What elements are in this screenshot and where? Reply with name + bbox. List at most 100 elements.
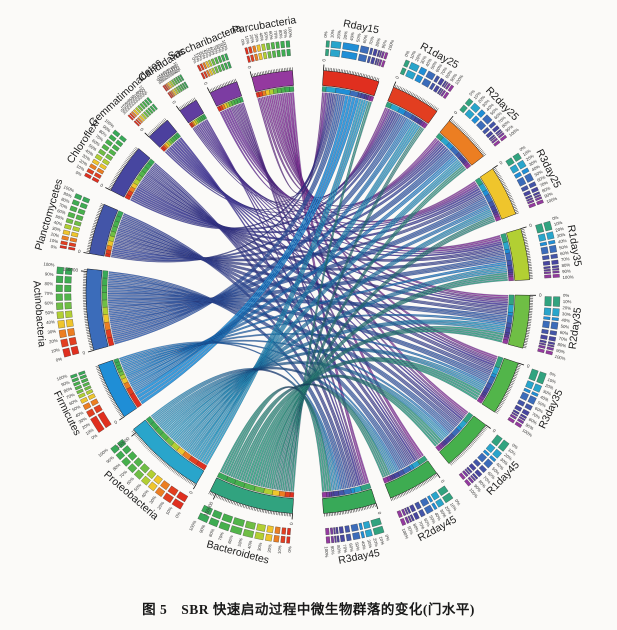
- percent-label: 20%: [444, 505, 453, 515]
- sector-R3day45: [321, 483, 385, 544]
- percent-ring-segment: [528, 368, 539, 382]
- strip-segment: [369, 95, 375, 102]
- percent-label: 60%: [227, 534, 234, 544]
- tick: [191, 482, 194, 486]
- tick: [524, 241, 528, 243]
- tick: [113, 178, 117, 181]
- percent-label: 40%: [202, 49, 210, 59]
- ribbon-Bacteroidetes-R2day25: [283, 168, 467, 491]
- percent-label: 50%: [428, 514, 437, 524]
- percent-ring-segment: [495, 128, 502, 135]
- percent-ring-segment: [512, 152, 522, 162]
- percent-ring-segment: [210, 58, 216, 66]
- tick: [481, 429, 485, 433]
- tick: [183, 477, 186, 480]
- tick: [90, 233, 94, 236]
- percent-label: 30%: [148, 495, 157, 505]
- percent-label: 30%: [52, 226, 62, 233]
- percent-label: 40%: [126, 98, 136, 108]
- ribbon-Chloroflexi-R1day25: [131, 111, 398, 230]
- tick: [87, 337, 91, 339]
- percent-ring-segment: [80, 396, 89, 404]
- percent-ring-segment: [376, 49, 381, 57]
- percent-ring-segment: [509, 164, 520, 174]
- tick: [366, 506, 368, 510]
- tick: [91, 229, 95, 231]
- tick: [266, 510, 268, 514]
- tick: [508, 194, 512, 197]
- sector-Bacteroidetes: [197, 472, 295, 544]
- percent-ring-segment: [414, 74, 424, 84]
- count-label: 0: [377, 511, 383, 515]
- tick: [418, 484, 421, 488]
- tick: [89, 347, 94, 349]
- ribbon-Planctomycetes-R2day35: [115, 234, 508, 314]
- tick: [100, 204, 104, 207]
- percent-label: 20%: [544, 383, 554, 391]
- ribbon-Actinobacteria-R2day25: [110, 150, 452, 326]
- tick: [132, 150, 136, 154]
- ribbon-Proteobacteria-R2day35: [170, 320, 505, 439]
- percent-label: 70%: [482, 475, 492, 485]
- tick: [451, 120, 454, 123]
- tick: [346, 510, 348, 514]
- percent-label: 40%: [540, 394, 550, 402]
- percent-ring-segment: [517, 399, 526, 407]
- percent-ring-segment: [409, 504, 416, 513]
- tick: [514, 208, 518, 210]
- tick: [472, 440, 476, 444]
- percent-label: 50%: [354, 542, 361, 552]
- percent-ring-segment: [548, 336, 557, 342]
- ribbon-Bacteroidetes-R2day35: [260, 329, 503, 487]
- percent-ring-segment: [73, 381, 81, 387]
- sector-Proteobacteria: [110, 416, 208, 510]
- tick: [417, 484, 420, 488]
- tick: [435, 473, 438, 477]
- percent-ring-segment: [270, 42, 276, 50]
- percent-ring-segment: [514, 421, 523, 428]
- tick: [494, 411, 498, 414]
- strip-segment: [284, 491, 291, 498]
- percent-ring-segment: [336, 535, 340, 543]
- percent-ring-segment: [160, 480, 171, 491]
- strip-segment: [476, 397, 484, 404]
- percent-ring-segment: [90, 415, 105, 433]
- tick: [432, 105, 435, 109]
- percent-label: 70%: [168, 66, 177, 76]
- percent-ring-segment: [549, 330, 558, 336]
- tick: [165, 463, 168, 467]
- tick: [514, 209, 518, 212]
- percent-ring-segment: [543, 268, 551, 272]
- ribbon-Actinobacteria-R3day35: [107, 294, 490, 379]
- tick: [229, 499, 231, 504]
- percent-label: 40%: [434, 511, 443, 521]
- tick: [522, 235, 527, 237]
- strip-segment: [102, 299, 108, 308]
- ribbon-Bacteroidetes-R1day25: [288, 128, 425, 492]
- percent-ring-segment: [527, 395, 537, 405]
- sector-Chloroflexi: [84, 129, 155, 201]
- tick: [93, 222, 97, 225]
- strip-segment: [502, 241, 510, 251]
- percent-ring-segment: [329, 49, 341, 58]
- tick: [260, 508, 262, 513]
- percent-label: 0%: [384, 534, 391, 542]
- tick: [154, 454, 157, 458]
- sector-band: [110, 148, 151, 198]
- percent-label: 20%: [555, 226, 565, 233]
- percent-ring-segment: [514, 404, 523, 412]
- percent-label: 90%: [218, 42, 226, 52]
- tick: [86, 334, 91, 336]
- tick: [482, 428, 486, 431]
- tick: [479, 148, 483, 152]
- percent-ring-segment: [407, 515, 413, 523]
- tick: [376, 77, 378, 81]
- tick: [455, 123, 458, 127]
- tick: [119, 167, 123, 170]
- count-label: 0: [139, 127, 145, 133]
- percent-ring-segment: [133, 120, 140, 127]
- sector-band: [133, 419, 205, 485]
- ribbon-Planctomycetes-R2day25: [112, 148, 449, 260]
- tick: [89, 345, 93, 347]
- ribbon-Bacteroidetes-R3day25: [278, 220, 496, 491]
